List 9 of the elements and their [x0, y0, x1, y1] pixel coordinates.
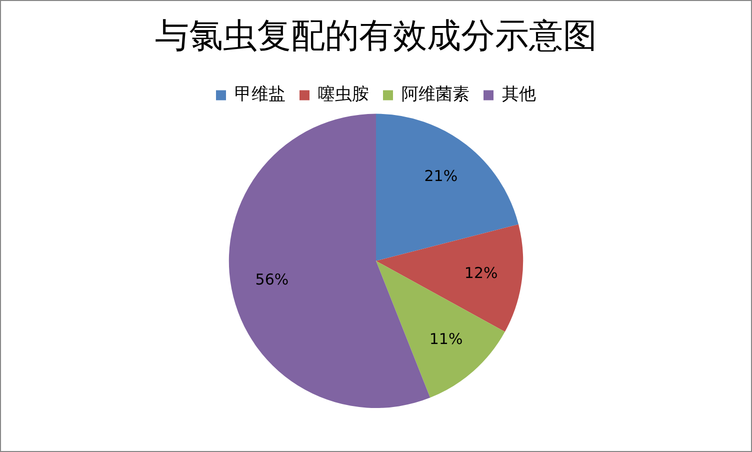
legend-label: 阿维菌素 [402, 84, 470, 105]
legend-label: 其他 [502, 84, 536, 105]
chart-title: 与氯虫复配的有效成分示意图 [155, 16, 597, 56]
legend-label: 噻虫胺 [318, 84, 369, 105]
data-label: 11% [429, 330, 463, 348]
data-label: 56% [255, 270, 289, 289]
legend-label: 甲维盐 [234, 84, 286, 105]
data-label: 21% [424, 167, 458, 186]
data-label: 12% [464, 264, 498, 282]
